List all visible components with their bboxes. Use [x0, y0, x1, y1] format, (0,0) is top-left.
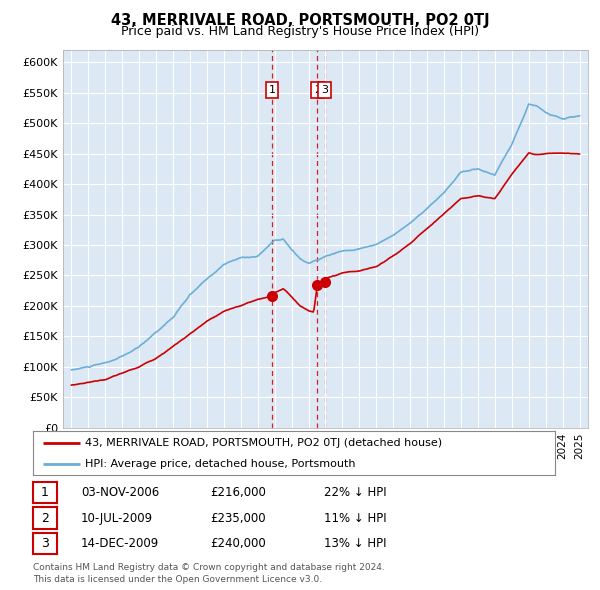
Text: HPI: Average price, detached house, Portsmouth: HPI: Average price, detached house, Port…: [85, 459, 356, 469]
Text: £240,000: £240,000: [210, 537, 266, 550]
Text: £216,000: £216,000: [210, 486, 266, 499]
Text: 3: 3: [321, 85, 328, 95]
Text: 3: 3: [41, 537, 49, 550]
Text: 22% ↓ HPI: 22% ↓ HPI: [324, 486, 386, 499]
Text: 2: 2: [41, 512, 49, 525]
Text: 2: 2: [314, 85, 321, 95]
Text: 43, MERRIVALE ROAD, PORTSMOUTH, PO2 0TJ: 43, MERRIVALE ROAD, PORTSMOUTH, PO2 0TJ: [110, 13, 490, 28]
Text: 43, MERRIVALE ROAD, PORTSMOUTH, PO2 0TJ (detached house): 43, MERRIVALE ROAD, PORTSMOUTH, PO2 0TJ …: [85, 438, 442, 448]
Text: 1: 1: [268, 85, 275, 95]
Text: 1: 1: [41, 486, 49, 499]
Text: Contains HM Land Registry data © Crown copyright and database right 2024.
This d: Contains HM Land Registry data © Crown c…: [33, 563, 385, 584]
Text: 13% ↓ HPI: 13% ↓ HPI: [324, 537, 386, 550]
Text: 10-JUL-2009: 10-JUL-2009: [81, 512, 153, 525]
Text: 03-NOV-2006: 03-NOV-2006: [81, 486, 159, 499]
Text: Price paid vs. HM Land Registry's House Price Index (HPI): Price paid vs. HM Land Registry's House …: [121, 25, 479, 38]
Text: 14-DEC-2009: 14-DEC-2009: [81, 537, 159, 550]
Text: 11% ↓ HPI: 11% ↓ HPI: [324, 512, 386, 525]
Text: £235,000: £235,000: [210, 512, 266, 525]
